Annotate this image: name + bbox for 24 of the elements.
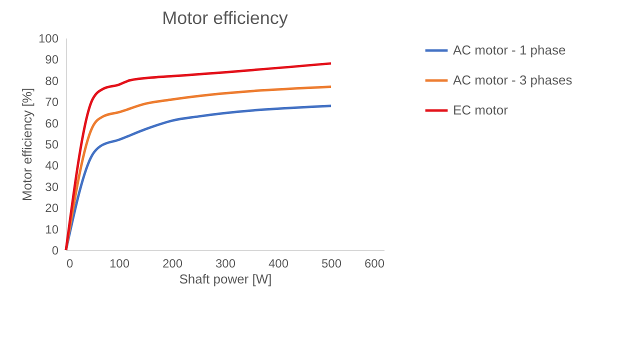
x-tick-label: 300	[215, 256, 236, 270]
legend-label: AC motor - 3 phases	[453, 72, 573, 88]
legend-label: AC motor - 1 phase	[453, 42, 566, 58]
y-tick-label: 30	[45, 180, 59, 194]
x-tick-label: 500	[321, 256, 342, 270]
x-tick-label: 200	[162, 256, 183, 270]
y-tick-label: 70	[45, 95, 59, 110]
y-tick-label: 90	[45, 52, 59, 67]
y-tick-label: 40	[45, 158, 59, 173]
y-axis-title: Motor efficiency [%]	[19, 88, 34, 202]
x-axis-title: Shaft power [W]	[179, 272, 272, 286]
x-tick-label: 600	[364, 256, 385, 270]
y-tick-label: 60	[45, 116, 59, 130]
legend-label: EC motor	[453, 102, 509, 118]
x-tick-label: 400	[268, 256, 289, 270]
y-tick-label: 50	[45, 138, 59, 152]
y-tick-label: 10	[45, 222, 59, 236]
y-tick-label: 80	[45, 74, 59, 88]
y-tick-label: 100	[38, 32, 59, 46]
y-tick-label: 20	[45, 201, 59, 216]
x-tick-label: 0	[66, 256, 74, 270]
x-tick-label: 100	[109, 256, 130, 270]
chart-title: Motor efficiency	[162, 8, 288, 28]
y-tick-label: 0	[52, 244, 59, 258]
